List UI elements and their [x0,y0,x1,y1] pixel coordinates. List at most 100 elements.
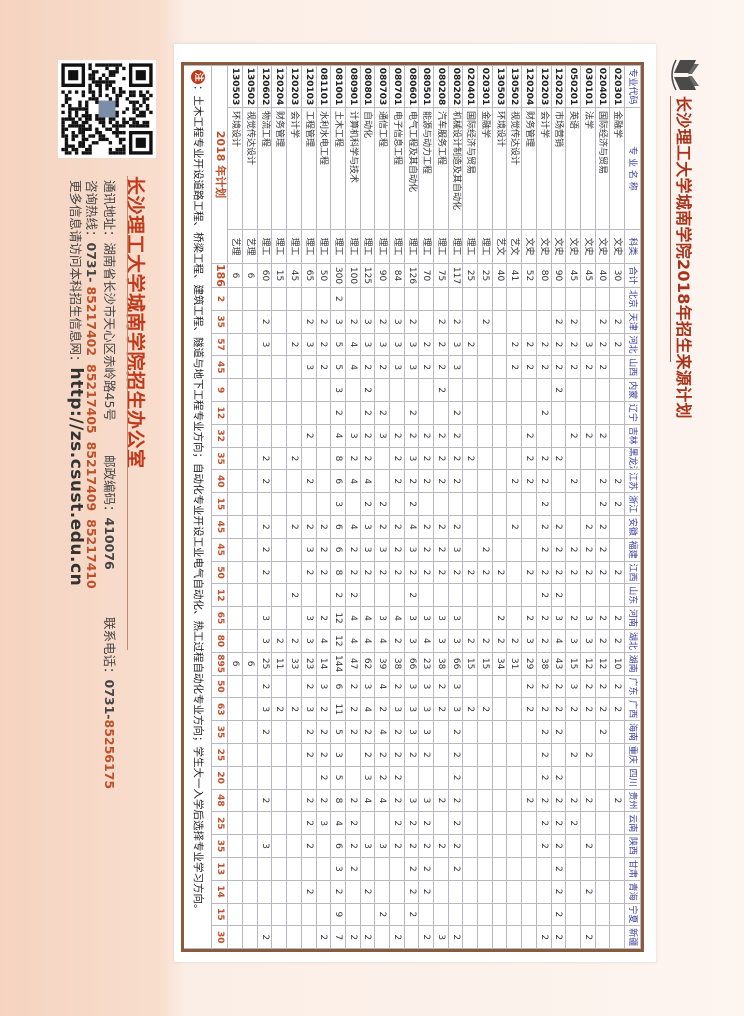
cell-quota: 31 [507,652,522,676]
header-province: 宁夏 [624,903,641,926]
cell-quota: 62 [360,652,375,676]
cell-quota: 2 [448,834,463,858]
cell-quota [360,583,375,607]
qr-module [118,147,123,152]
cell-quota: 2 [404,310,419,334]
cell-quota [565,401,581,425]
qr-module [85,117,89,121]
cell-quota: 3 [404,789,419,812]
cell-total: 65 [301,263,317,288]
cell-quota: 2 [565,811,581,835]
cell-quota: 3 [404,720,419,744]
cell-quota: 2 [301,675,317,698]
cell-quota: 2 [595,561,610,584]
cell-quota [595,811,610,835]
cell-quota: 6 [330,469,346,493]
qr-module [71,134,75,138]
qr-module [88,151,92,155]
cell-quota [462,606,478,630]
grand-total: 1864 [211,263,228,288]
cell-quota [389,903,405,926]
qr-module [81,137,86,142]
cell-quota [227,447,243,470]
cell-quota [227,857,243,881]
cell-quota: 2 [462,333,478,356]
cell-quota [521,583,537,607]
website-link[interactable]: http://zs.csust.edu.cn [66,367,86,587]
cell-quota: 9 [330,903,346,926]
table-row: 130503 环境设计 艺理 6 6 [227,65,243,949]
cell-quota: 3 [418,720,434,744]
table-row: 020301 金融学 文史 30 2 2 2 2 2 2 2 10 2 2 2 [609,65,625,949]
cell-quota [580,287,596,311]
cell-category: 理工 [345,229,361,264]
cell-quota [609,857,625,881]
qr-module [68,70,79,81]
table-row: 120204 财务管理 理工 15 2 11 2 [272,65,287,949]
cell-name: 金融学 [477,107,493,230]
cell-name: 视觉传达设计 [242,107,258,230]
qr-module [108,117,113,121]
cell-quota [521,287,537,311]
cell-quota [316,447,331,470]
cell-quota [565,857,581,881]
cell-quota: 2 [404,583,419,607]
cell-total: 52 [521,263,537,288]
cell-quota: 5 [330,333,346,356]
header-name: 专 业 名 称 [624,107,641,230]
qr-module [108,120,113,125]
qr-module [135,137,146,148]
qr-module [142,100,146,104]
cell-quota: 2 [580,880,596,904]
qr-module [98,100,116,118]
cell-quota [477,857,493,881]
cell-quota: 4 [418,629,434,653]
cell-quota [301,925,317,949]
cell-quota: 2 [330,880,346,904]
qr-module [98,90,102,94]
cell-quota [492,697,507,721]
cell-quota: 3 [404,333,419,356]
qr-module [68,151,72,155]
cell-quota: 3 [404,697,419,721]
qr-module [98,76,102,81]
cell-code: 120203 [286,65,302,108]
header-province: 广东 [624,675,641,698]
cell-quota: 2 [551,857,566,881]
province-total: 35 [211,447,228,470]
cell-quota: 2 [595,697,610,721]
cell-quota: 2 [565,697,581,721]
qr-module [145,97,150,101]
hotline-number: 85217405 [84,364,99,434]
cell-quota: 2 [316,538,331,562]
qr-module [85,147,89,152]
qr-module [78,130,82,135]
cell-quota: 2 [374,743,390,767]
cell-quota: 2 [521,447,537,470]
cell-quota: 6 [330,538,346,562]
qr-module [61,103,65,108]
cell-quota: 2 [521,789,537,812]
cell-quota: 3 [374,606,390,630]
cell-quota: 7 [330,925,346,949]
note-text: ：土木工程专业开设道路工程、桥梁工程、建筑工程、隧道与地下工程专业方向；自动化专… [191,85,204,915]
qr-module [71,117,75,121]
cell-code: 020301 [609,65,625,108]
cell-quota [595,287,610,311]
cell-quota [477,424,493,448]
cell-quota: 3 [345,424,361,448]
cell-quota [257,378,272,402]
cell-quota [477,401,493,425]
cell-quota: 2 [551,378,566,402]
cell-quota: 5 [330,766,346,790]
cell-quota [492,789,507,812]
cell-quota [242,424,258,448]
cell-quota: 2 [316,743,331,767]
qr-module [71,120,75,125]
cell-code: 080208 [433,65,449,108]
header-province: 江苏 [624,469,641,493]
cell-quota [242,675,258,698]
header-province: 天津 [624,310,641,334]
cell-quota [492,447,507,470]
cell-quota: 14 [316,652,331,676]
